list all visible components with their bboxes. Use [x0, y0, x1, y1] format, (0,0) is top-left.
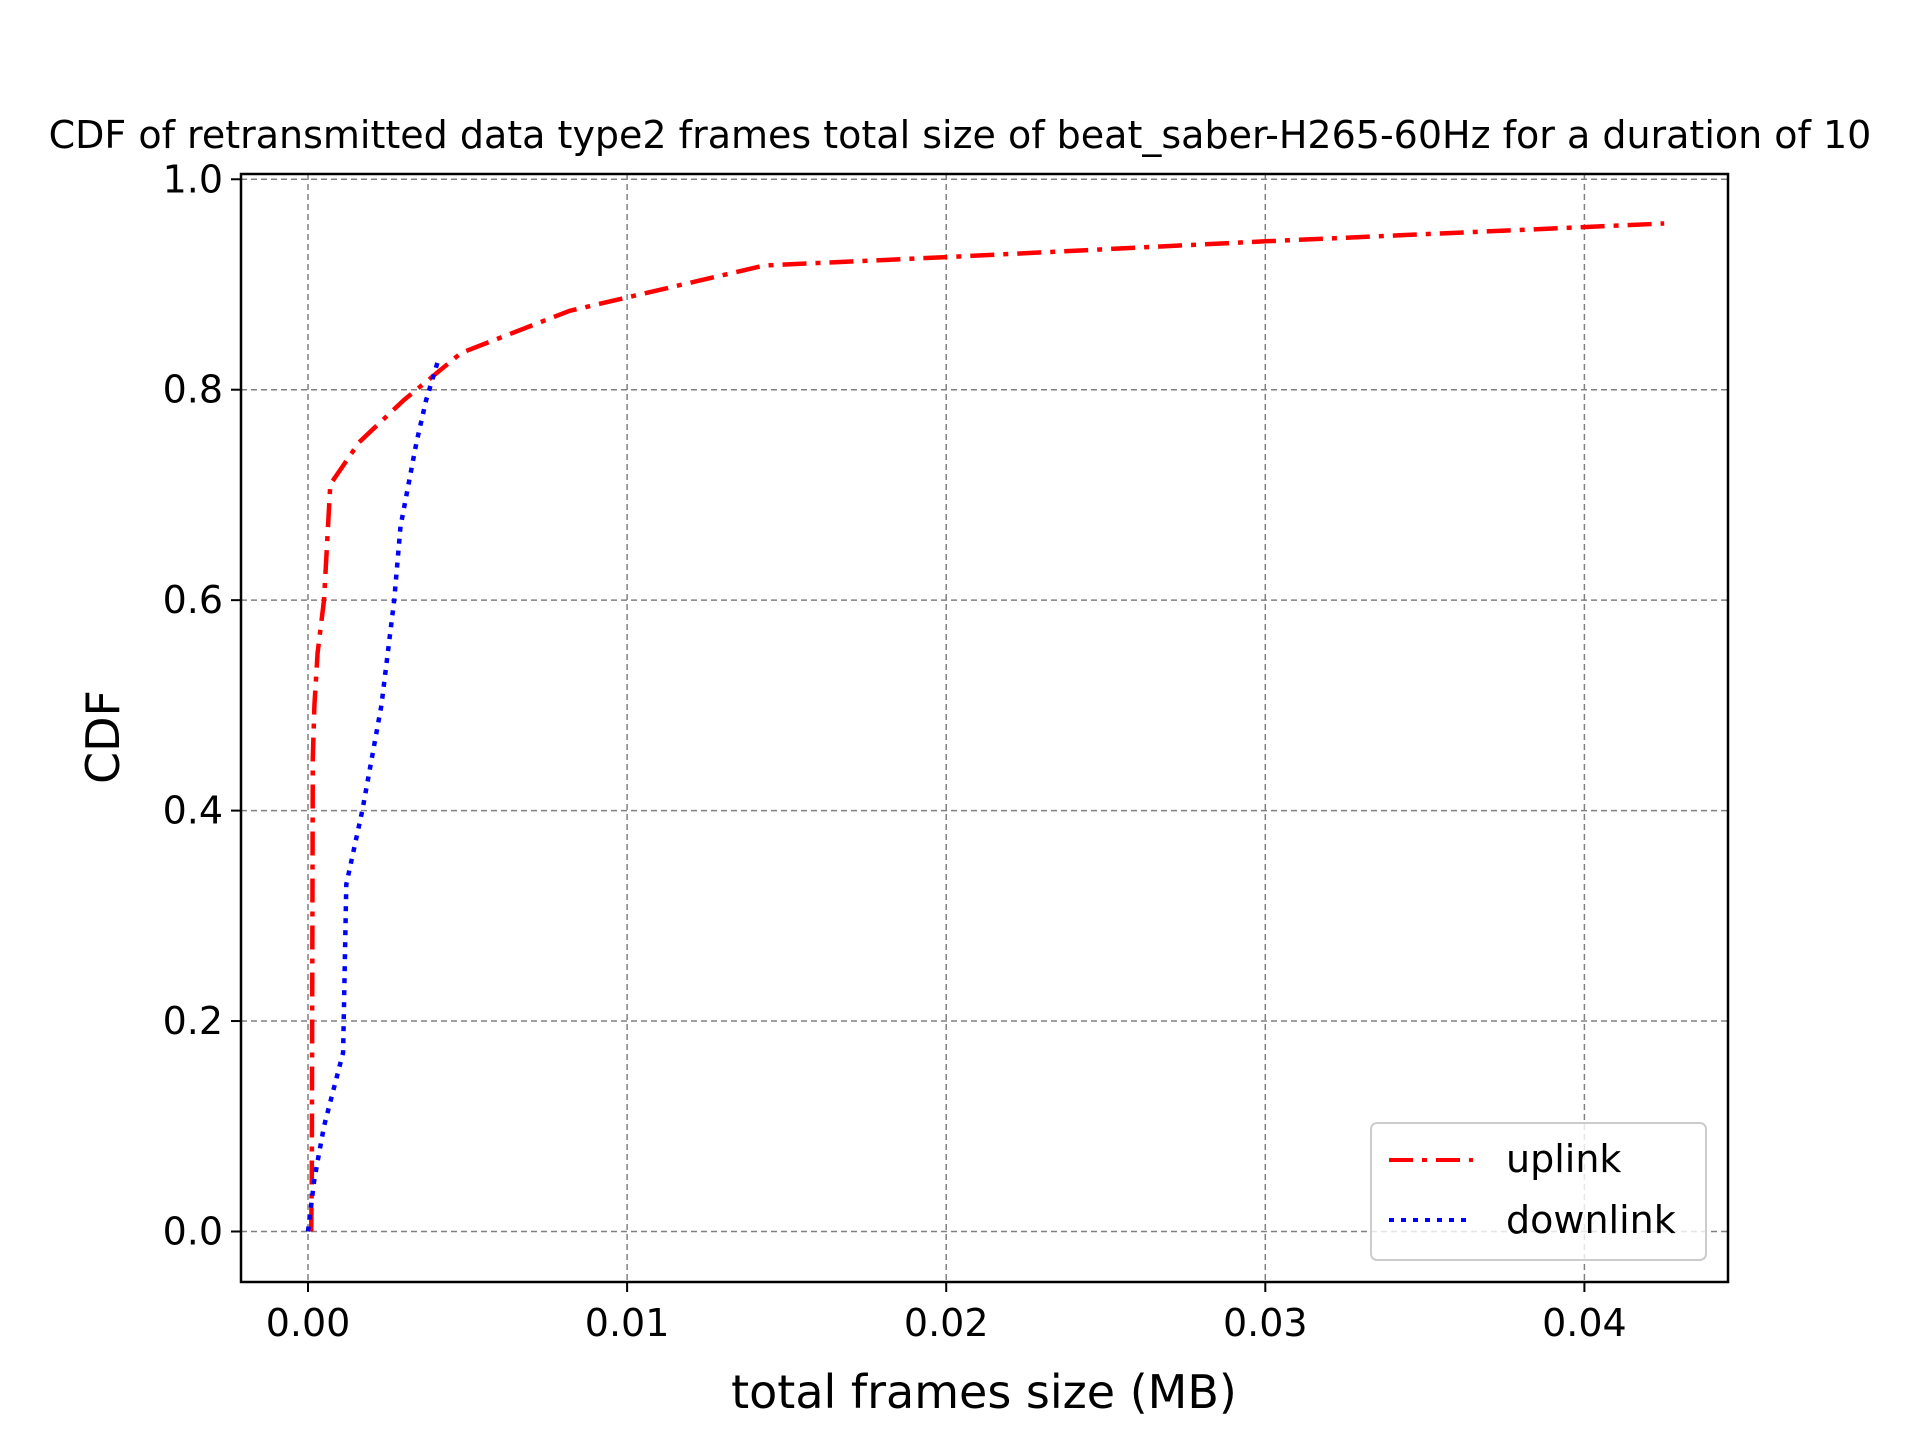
x-tick-label: 0.04 — [1542, 1301, 1627, 1345]
y-axis-ticks: 0.0 0.2 0.4 0.6 0.8 1.0 — [163, 157, 241, 1253]
y-tick-label: 0.2 — [163, 999, 223, 1043]
series-lines — [305, 221, 1665, 1232]
x-axis-label: total frames size (MB) — [731, 1365, 1237, 1419]
y-tick-label: 0.4 — [163, 789, 223, 833]
x-tick-label: 0.02 — [904, 1301, 989, 1345]
x-tick-label: 0.03 — [1223, 1301, 1308, 1345]
grid-lines — [241, 174, 1728, 1282]
legend-label-downlink: downlink — [1506, 1198, 1676, 1242]
y-tick-label: 0.8 — [163, 368, 223, 412]
legend: uplink downlink — [1370, 1122, 1707, 1261]
y-tick-label: 0.6 — [163, 578, 223, 622]
series-line-uplink — [308, 221, 1665, 1232]
plot-frame — [239, 172, 1730, 1284]
legend-box — [1370, 1122, 1707, 1261]
x-axis-ticks: 0.00 0.01 0.02 0.03 0.04 — [266, 1282, 1627, 1345]
chart-title: CDF of retransmitted data type2 frames t… — [49, 113, 1872, 157]
legend-label-uplink: uplink — [1506, 1137, 1621, 1181]
y-tick-label: 1.0 — [163, 157, 223, 201]
y-tick-label: 0.0 — [163, 1209, 223, 1253]
y-axis-label: CDF — [76, 690, 130, 784]
series-line-downlink — [305, 357, 441, 1232]
x-tick-label: 0.00 — [266, 1301, 351, 1345]
x-tick-label: 0.01 — [585, 1301, 670, 1345]
